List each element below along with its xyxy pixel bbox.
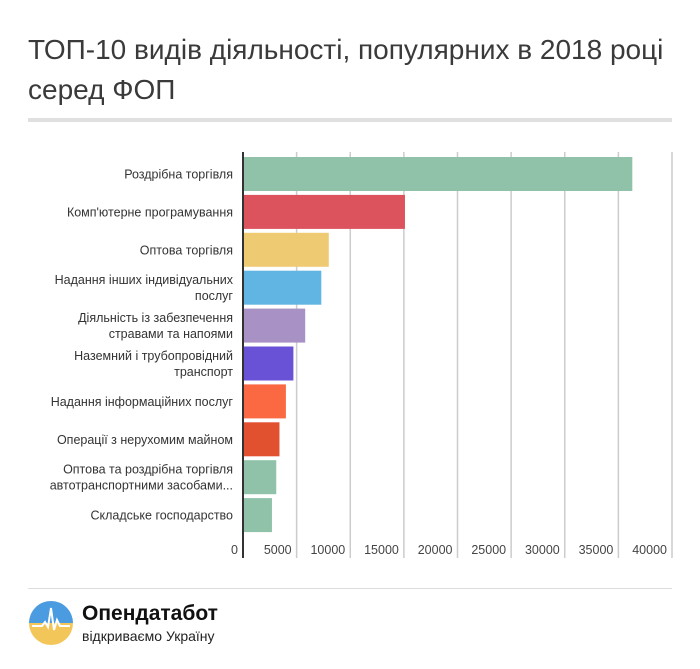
bar — [243, 346, 294, 381]
category-label: Роздрібна торгівля — [124, 168, 233, 182]
footer-divider — [28, 588, 672, 589]
bar — [243, 498, 272, 533]
category-label: послуг — [195, 289, 234, 303]
brand-slogan: відкриваємо Україну — [82, 628, 215, 644]
brand-name: Опендатабот — [82, 602, 218, 625]
x-tick-label: 5000 — [264, 543, 292, 557]
category-label: Складське господарство — [90, 509, 233, 523]
category-label: Діяльність із забезпечення — [78, 311, 233, 325]
bar — [243, 308, 306, 343]
category-label: стравами та напоями — [109, 327, 233, 341]
category-label: Надання інших індивідуальних — [55, 273, 234, 287]
x-tick-label: 10000 — [310, 543, 345, 557]
title-divider — [28, 118, 672, 122]
x-tick-label: 15000 — [364, 543, 399, 557]
bar — [243, 270, 322, 305]
category-label: Оптова торгівля — [140, 243, 233, 257]
x-tick-label: 25000 — [471, 543, 506, 557]
chart-title: ТОП-10 видів діяльності, популярних в 20… — [28, 34, 664, 105]
bar — [243, 460, 277, 495]
category-label: Операції з нерухомим майном — [57, 433, 233, 447]
bar — [243, 384, 286, 419]
bar — [243, 194, 405, 229]
bar — [243, 422, 280, 457]
category-label: автотранспортними засобами... — [50, 479, 233, 493]
x-tick-label: 30000 — [525, 543, 560, 557]
opendatabot-logo-icon — [29, 601, 73, 645]
bar — [243, 232, 329, 267]
x-tick-label: 35000 — [579, 543, 614, 557]
category-label: Наземний і трубопровідний — [74, 349, 233, 363]
category-label: Надання інформаційних послуг — [51, 395, 234, 409]
x-tick-label: 0 — [231, 543, 238, 557]
x-tick-label: 20000 — [418, 543, 453, 557]
category-label: Оптова та роздрібна торгівля — [63, 463, 233, 477]
bar — [243, 157, 633, 191]
bar-chart: Роздрібна торгівля Комп'ютерне програмува… — [50, 152, 673, 558]
category-label: Комп'ютерне програмування — [67, 205, 233, 219]
category-label: транспорт — [174, 365, 233, 379]
x-tick-label: 40000 — [632, 543, 667, 557]
